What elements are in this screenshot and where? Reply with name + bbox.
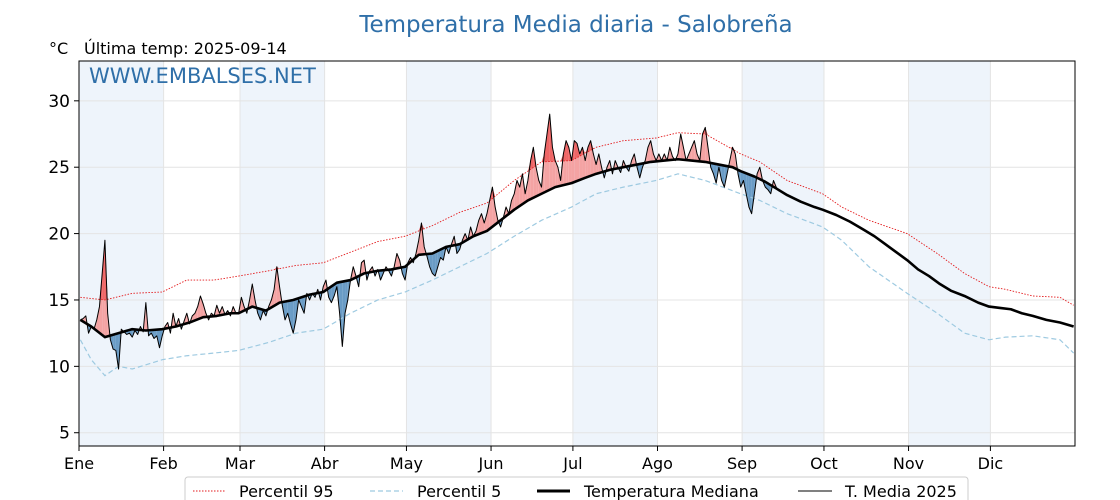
below-median-fill	[342, 281, 346, 347]
plot-frame	[78, 60, 1076, 447]
y-tick-label: 30	[48, 92, 70, 112]
below-median-fill	[432, 252, 436, 277]
watermark: WWW.EMBALSES.NET	[89, 64, 316, 88]
legend-box	[184, 476, 969, 500]
y-unit-label: °C	[49, 39, 68, 58]
below-median-fill	[402, 266, 406, 281]
legend-label-current: T. Media 2025	[844, 482, 957, 500]
above-median-fill	[481, 213, 485, 234]
y-axis: 5 10 15 20 25 30	[48, 92, 79, 444]
above-median-fill	[538, 180, 542, 196]
below-median-fill	[437, 249, 441, 267]
above-median-fill	[705, 127, 708, 163]
above-median-fill	[511, 193, 515, 212]
above-p95-fill	[546, 114, 550, 162]
above-median-fill	[323, 280, 326, 292]
above-median-fill	[596, 153, 599, 174]
above-median-fill	[484, 213, 487, 232]
above-median-fill	[197, 295, 201, 320]
month-band	[742, 61, 824, 446]
above-median-fill	[519, 173, 523, 206]
series-line-current	[80, 113, 780, 370]
below-median-fill	[713, 163, 717, 184]
below-median-fill	[435, 250, 438, 277]
below-median-fill	[113, 333, 116, 351]
above-median-fill	[582, 147, 586, 179]
below-median-fill	[287, 300, 291, 324]
month-band	[79, 61, 164, 446]
legend-label-p5: Percentil 5	[417, 482, 501, 500]
below-median-fill	[293, 299, 296, 334]
above-median-fill	[527, 160, 531, 201]
x-tick-label: Ene	[64, 454, 94, 473]
x-tick-label: Nov	[893, 454, 924, 473]
legend-label-p95: Percentil 95	[239, 482, 334, 500]
below-median-fill	[339, 281, 343, 347]
month-band	[572, 61, 658, 446]
month-bands	[79, 61, 991, 446]
series-lines	[79, 113, 1075, 377]
above-median-fill	[555, 160, 558, 188]
y-tick-label: 20	[48, 225, 70, 245]
above-median-fill	[702, 127, 706, 162]
above-median-fill	[194, 306, 198, 321]
below-median-fill	[129, 329, 133, 338]
above-median-fill	[200, 295, 204, 319]
above-median-fill	[688, 147, 692, 161]
last-temp-label: Última temp: 2025-09-14	[84, 39, 287, 58]
below-median-fill	[740, 171, 744, 188]
below-median-fill	[115, 333, 119, 369]
chart-title: Temperatura Media diaria - Salobreña	[358, 12, 792, 38]
below-median-fill	[345, 280, 348, 314]
above-median-fill	[514, 180, 517, 210]
below-median-fill	[440, 248, 444, 261]
below-median-fill	[331, 284, 335, 303]
above-median-fill	[585, 147, 588, 178]
above-median-fill	[96, 306, 100, 333]
above-p95-fill	[519, 173, 523, 177]
legend: Percentil 95 Percentil 5 Temperatura Med…	[184, 476, 969, 500]
y-tick-label: 25	[48, 158, 70, 178]
legend-label-median: Temperatura Mediana	[583, 482, 759, 500]
above-p95-fill	[102, 240, 105, 300]
x-tick-label: Jul	[562, 454, 582, 473]
above-median-fill	[536, 167, 539, 197]
x-tick-label: Abr	[311, 454, 339, 473]
x-tick-label: Ago	[642, 454, 673, 473]
below-median-fill	[751, 175, 755, 214]
above-median-fill	[361, 260, 365, 275]
below-median-fill	[746, 173, 749, 208]
above-median-fill	[486, 200, 490, 231]
below-median-fill	[301, 296, 305, 314]
x-tick-label: Mar	[225, 454, 256, 473]
x-tick-label: Sep	[727, 454, 757, 473]
above-p95-fill	[574, 140, 577, 160]
above-median-fill	[418, 222, 422, 255]
above-median-fill	[396, 253, 400, 269]
above-median-fill	[680, 134, 684, 160]
above-median-fill	[593, 153, 597, 175]
x-tick-label: Jun	[478, 454, 504, 473]
above-median-fill	[757, 167, 760, 180]
y-tick-label: 15	[48, 291, 70, 311]
month-band	[239, 61, 325, 446]
below-median-fill	[456, 244, 460, 254]
below-median-fill	[285, 301, 288, 320]
x-axis: Ene Feb Mar Abr May Jun Jul Ago Sep Oct Nov Dic	[64, 446, 1003, 473]
x-tick-label: May	[390, 454, 423, 473]
month-band	[908, 61, 991, 446]
y-tick-label: 10	[48, 357, 70, 377]
x-tick-label: Oct	[810, 454, 838, 473]
above-median-fill	[516, 180, 520, 208]
y-tick-label: 5	[59, 424, 70, 444]
grid-lines	[78, 61, 1075, 446]
x-tick-label: Dic	[978, 454, 1004, 473]
above-median-fill	[276, 266, 280, 305]
below-median-fill	[748, 174, 752, 214]
series-line-p5	[79, 173, 1075, 377]
x-tick-label: Feb	[149, 454, 177, 473]
